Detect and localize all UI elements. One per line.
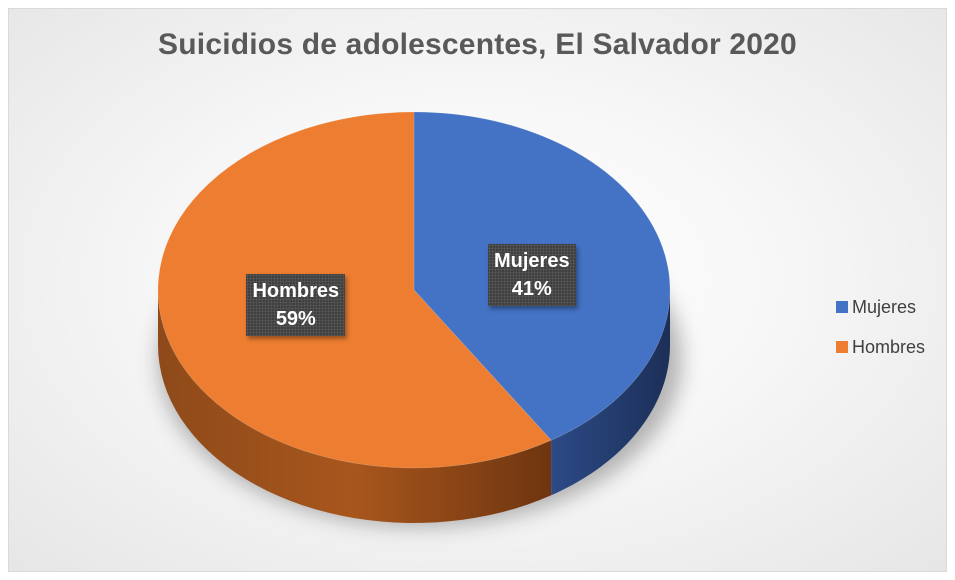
pie-side-hombres: [158, 290, 552, 523]
data-label-mujeres: Mujeres 41%: [488, 244, 576, 307]
data-label-hombres-category: Hombres: [252, 279, 340, 302]
legend-item-mujeres[interactable]: Mujeres: [836, 296, 925, 318]
pie-side-mujeres: [551, 290, 670, 496]
data-label-hombres-percent: 59%: [275, 307, 316, 330]
data-label-mujeres-percent: 41%: [511, 278, 552, 301]
legend-swatch-hombres: [836, 341, 848, 353]
data-label-hombres: Hombres 59%: [246, 273, 346, 336]
legend-label-mujeres: Mujeres: [852, 296, 917, 317]
legend: Mujeres Hombres: [836, 296, 925, 376]
legend-item-hombres[interactable]: Hombres: [836, 336, 925, 358]
data-label-mujeres-category: Mujeres: [494, 250, 570, 273]
chart-title: Suicidios de adolescentes, El Salvador 2…: [158, 28, 797, 61]
pie-slice-hombres[interactable]: [157, 111, 552, 469]
legend-swatch-mujeres: [836, 301, 848, 313]
legend-label-hombres: Hombres: [852, 336, 926, 357]
